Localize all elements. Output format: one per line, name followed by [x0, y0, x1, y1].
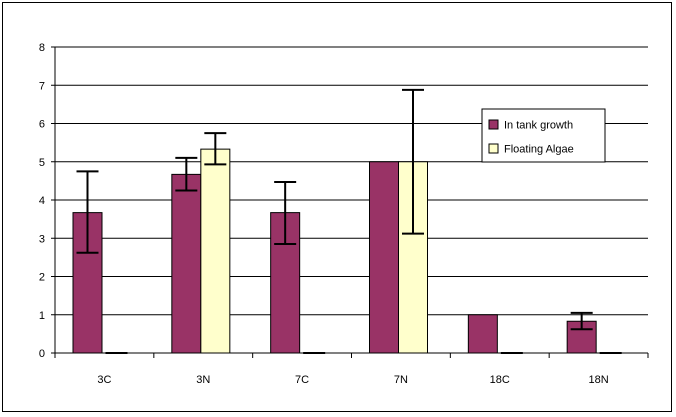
axes: 0 1 2 3 4 5 6 7 8 3C 3N 7C 7N 18C 18N — [39, 42, 649, 386]
y-tick-label: 6 — [39, 119, 45, 131]
y-tick-label: 1 — [39, 310, 45, 322]
bar — [369, 161, 399, 354]
x-tick-label: 3N — [196, 374, 210, 386]
y-tick-label: 5 — [39, 157, 45, 169]
legend-swatch — [488, 143, 499, 154]
x-tick-label: 18N — [588, 374, 608, 386]
y-tick-label: 4 — [39, 195, 45, 207]
legend-label: In tank growth — [504, 120, 573, 132]
y-tick-label: 2 — [39, 272, 45, 284]
bars — [72, 148, 597, 354]
legend-box — [481, 108, 606, 163]
y-tick-label: 3 — [39, 233, 45, 245]
x-tick-label: 7C — [295, 374, 309, 386]
bar — [171, 173, 202, 354]
y-tick-label: 8 — [39, 42, 45, 54]
y-tick-label: 7 — [39, 80, 45, 92]
y-tick-label: 0 — [39, 348, 45, 360]
gridlines — [55, 46, 648, 316]
legend-swatch — [488, 119, 499, 130]
x-tick-label: 3C — [97, 374, 111, 386]
legend-label: Floating Algae — [504, 144, 574, 156]
x-tick-label: 18C — [490, 374, 510, 386]
bar — [200, 148, 231, 354]
x-tick-label: 7N — [394, 374, 408, 386]
bar — [467, 314, 498, 354]
legend: In tank growth Floating Algae — [481, 108, 606, 163]
chart-frame — [2, 2, 672, 412]
